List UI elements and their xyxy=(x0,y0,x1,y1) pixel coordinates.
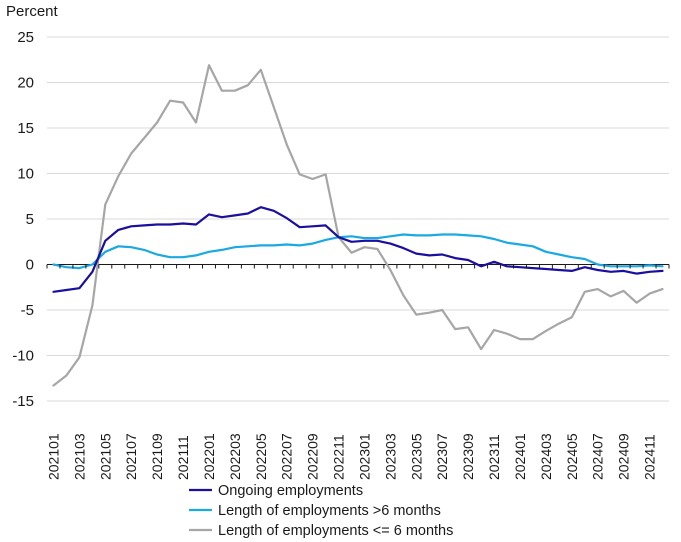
legend-item-short: Length of employments <= 6 months xyxy=(189,523,453,539)
x-tick-label: 202303 xyxy=(382,433,398,480)
x-tick-label: 202307 xyxy=(434,433,450,480)
x-tick-label: 202209 xyxy=(305,433,321,480)
series-line-1 xyxy=(52,233,664,270)
x-tick-label: 202301 xyxy=(356,433,372,480)
legend-item-ongoing: Ongoing employments xyxy=(189,483,363,499)
x-tick-label: 202411 xyxy=(642,434,658,480)
x-tick-label: 202405 xyxy=(564,433,580,480)
x-tick-label: 202203 xyxy=(227,433,243,480)
legend: Ongoing employments Length of employment… xyxy=(189,483,453,539)
x-tick-label: 202305 xyxy=(408,433,424,480)
x-tick-label: 202103 xyxy=(71,433,87,480)
legend-item-long: Length of employments >6 months xyxy=(189,503,441,519)
y-tick-label: 20 xyxy=(17,75,34,92)
x-tick-label: 202109 xyxy=(149,433,165,480)
y-tick-label: 10 xyxy=(17,166,34,183)
y-tick-label: 0 xyxy=(26,257,34,274)
x-tick-label: 202403 xyxy=(538,433,554,480)
x-tick-label: 202309 xyxy=(460,433,476,480)
x-tick-label: 202105 xyxy=(97,433,113,480)
x-axis-ticks: 202101 202103 202105 202107 202109 202111 2022… xyxy=(45,264,670,480)
x-tick-label: 202211 xyxy=(331,434,347,480)
legend-label-ongoing: Ongoing employments xyxy=(218,483,363,499)
series-line-0 xyxy=(52,206,664,293)
x-tick-label: 202409 xyxy=(616,433,632,480)
x-tick-label: 202107 xyxy=(123,433,139,480)
x-tick-label: 202311 xyxy=(486,434,502,480)
y-tick-label: 25 xyxy=(17,29,34,46)
series-line-2 xyxy=(52,64,664,387)
x-tick-label: 202111 xyxy=(175,435,191,480)
x-tick-label: 202207 xyxy=(279,433,295,480)
legend-label-short: Length of employments <= 6 months xyxy=(218,523,453,539)
y-axis-ticks: 25 20 15 10 5 0 -5 -10 -15 xyxy=(12,29,34,410)
y-tick-label: 5 xyxy=(26,211,34,228)
y-tick-label: 15 xyxy=(17,120,34,137)
x-tick-label: 202401 xyxy=(512,433,528,480)
legend-label-long: Length of employments >6 months xyxy=(218,503,441,519)
gridlines xyxy=(47,36,669,402)
y-axis-label: Percent xyxy=(6,3,59,20)
y-tick-label: -10 xyxy=(12,348,34,365)
x-tick-label: 202201 xyxy=(201,433,217,480)
y-tick-label: -15 xyxy=(12,393,34,410)
series-lines xyxy=(52,64,664,387)
y-tick-label: -5 xyxy=(21,302,34,319)
x-tick-label: 202407 xyxy=(590,433,606,480)
x-tick-label: 202205 xyxy=(253,433,269,480)
x-tick-label: 202101 xyxy=(45,433,61,480)
